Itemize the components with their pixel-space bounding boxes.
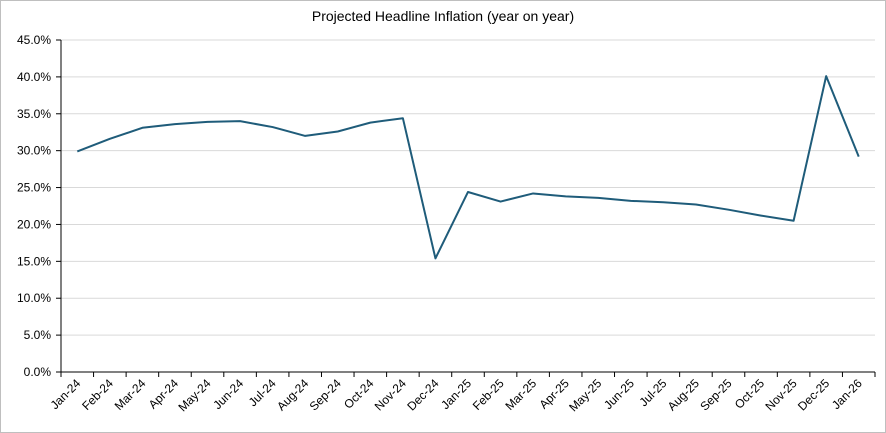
x-tick-label: Nov-24 <box>372 376 409 413</box>
data-point <box>630 200 632 202</box>
x-tick-label: Jun-25 <box>601 376 637 412</box>
data-point <box>727 209 729 211</box>
x-tick-label: Oct-24 <box>341 376 377 412</box>
x-tick-label: May-24 <box>175 376 213 414</box>
data-point <box>174 123 176 125</box>
data-point <box>207 121 209 123</box>
data-point <box>109 138 111 140</box>
x-tick-label: Feb-25 <box>470 376 507 413</box>
x-tick-label: Dec-24 <box>404 376 441 413</box>
data-point <box>141 127 143 129</box>
x-tick-label: Feb-24 <box>79 376 116 413</box>
data-point <box>793 220 795 222</box>
x-tick-label: Aug-25 <box>665 376 702 413</box>
data-point <box>662 201 664 203</box>
x-tick-label: Jan-24 <box>48 376 84 412</box>
data-point <box>825 75 827 77</box>
data-point <box>337 130 339 132</box>
x-tick-label: Sep-25 <box>697 376 734 413</box>
x-tick-label: Nov-25 <box>762 376 799 413</box>
series-line <box>76 75 860 260</box>
series-layer <box>76 75 860 260</box>
y-tick-label: 25.0% <box>17 181 51 195</box>
data-point <box>467 191 469 193</box>
y-tick-label: 5.0% <box>24 328 52 342</box>
axes <box>56 39 876 377</box>
data-point <box>565 195 567 197</box>
data-point <box>500 201 502 203</box>
x-tick-label: Oct-25 <box>732 376 768 412</box>
y-tick-label: 30.0% <box>17 144 51 158</box>
data-point <box>369 122 371 124</box>
y-tick-label: 20.0% <box>17 217 51 231</box>
x-tick-label: Sep-24 <box>307 376 344 413</box>
x-tick-label: Mar-24 <box>112 376 149 413</box>
data-point <box>402 117 404 119</box>
data-point <box>695 204 697 206</box>
x-tick-label: Jun-24 <box>210 376 246 412</box>
y-tick-label: 0.0% <box>24 365 52 379</box>
y-tick-label: 45.0% <box>17 33 51 47</box>
chart-title: Projected Headline Inflation (year on ye… <box>311 8 575 24</box>
gridlines <box>61 39 875 336</box>
y-tick-label: 15.0% <box>17 254 51 268</box>
y-tick-label: 35.0% <box>17 107 51 121</box>
y-tick-labels: 0.0% 5.0% 10.0% 15.0% 20.0% 25.0% 30.0% 35.0% 40… <box>17 33 51 379</box>
x-tick-label: Aug-24 <box>274 376 311 413</box>
data-point <box>597 197 599 199</box>
x-tick-label: Jan-26 <box>829 376 865 412</box>
x-tick-label: Dec-25 <box>795 376 832 413</box>
data-point <box>239 120 241 122</box>
data-point <box>304 135 306 137</box>
data-point <box>272 126 274 128</box>
x-tick-label: Jan-25 <box>438 376 474 412</box>
data-point <box>532 192 534 194</box>
y-tick-label: 10.0% <box>17 291 51 305</box>
data-point <box>760 215 762 217</box>
y-tick-label: 40.0% <box>17 70 51 84</box>
x-tick-label: May-25 <box>566 376 604 414</box>
x-tick-label: Mar-25 <box>502 376 539 413</box>
data-point <box>434 257 436 259</box>
data-point <box>76 150 78 152</box>
data-point <box>858 156 860 158</box>
